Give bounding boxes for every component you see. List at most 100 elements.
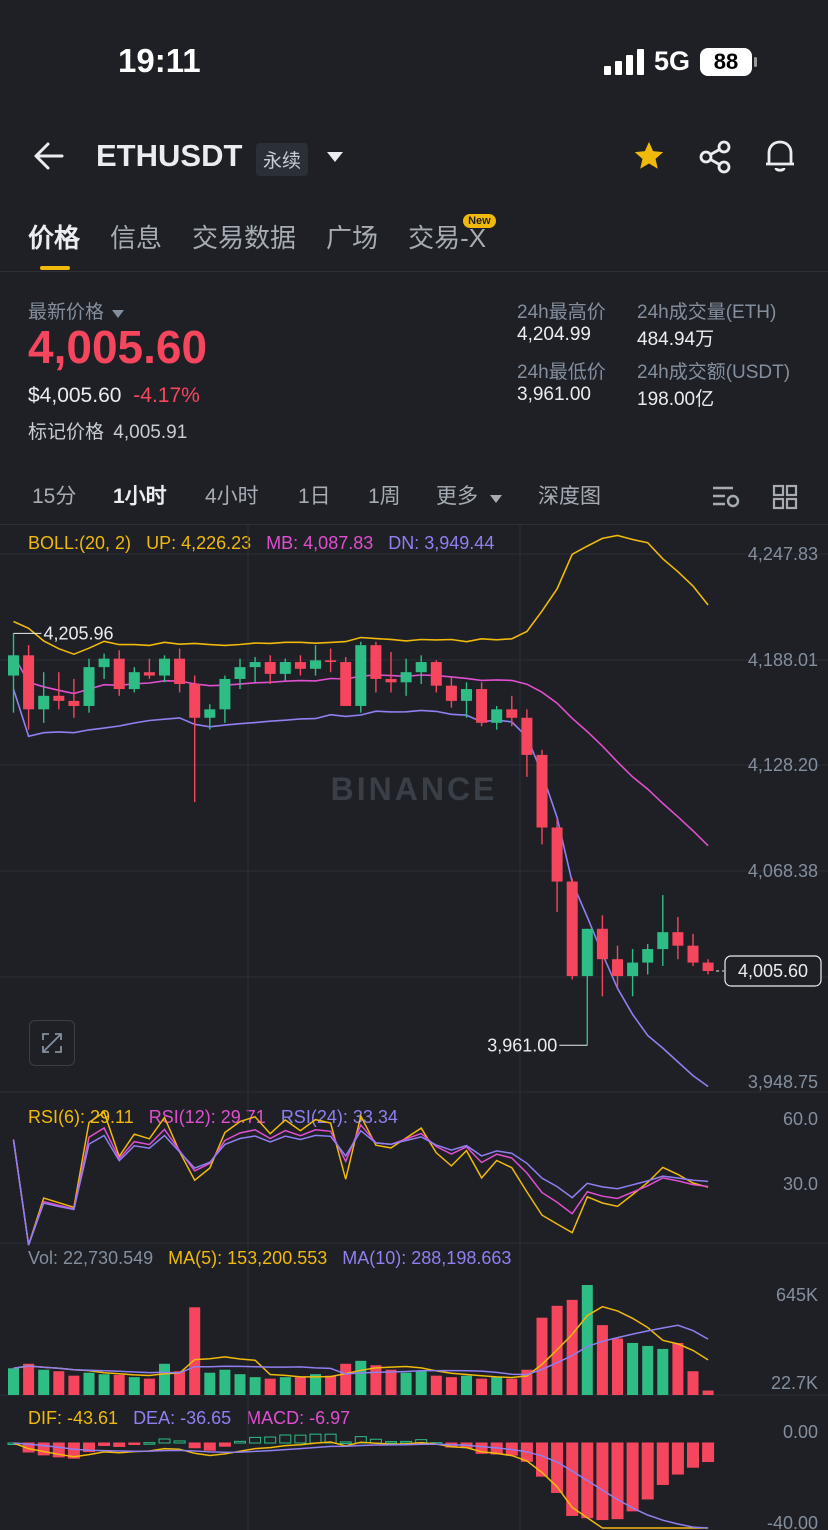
rsi-tick-label: 30.0 (783, 1174, 818, 1194)
interval-depth[interactable]: 深度图 (538, 485, 601, 508)
indicator-settings-icon[interactable] (711, 484, 741, 515)
usd-price: $4,005.60 (28, 384, 122, 407)
volume-ma5-line (13, 1305, 709, 1379)
tab-price[interactable]: 价格 (28, 223, 81, 253)
tab-trade-x-label: 交易-X (408, 223, 487, 253)
chevron-down-icon[interactable] (326, 150, 344, 168)
kline-chart[interactable]: BINANCE 4,247.83 4,188.01 4,128.20 4,068.38… (0, 525, 828, 1530)
volume-bar (38, 1369, 50, 1395)
candle-body (385, 678, 397, 683)
interval-1w[interactable]: 1周 (368, 485, 401, 508)
expand-icon (42, 1033, 62, 1053)
candle-body (174, 658, 186, 684)
volume-bar (53, 1371, 65, 1395)
tab-trade-x[interactable]: 交易-X New (408, 214, 496, 255)
macd-value: MACD: -6.97 (246, 1408, 351, 1428)
volume-bar (143, 1378, 155, 1395)
macd-histogram-bar (475, 1442, 488, 1454)
share-icon[interactable] (697, 139, 733, 180)
boll-label: BOLL:(20, 2) (28, 533, 132, 553)
max-price-label: 4,205.96 (44, 623, 114, 643)
candle-body (355, 645, 367, 706)
signal-icon (603, 48, 644, 75)
macd-histogram-bar (626, 1442, 639, 1512)
mark-price-row: 标记价格 4,005.91 (28, 417, 187, 444)
candle-body (38, 695, 50, 710)
price-tick-label: 4,188.01 (748, 650, 818, 670)
macd-dea: DEA: -36.65 (133, 1408, 232, 1428)
macd-legend[interactable]: DIF: -43.61 DEA: -36.65 MACD: -6.97 (28, 1408, 350, 1429)
interval-15m[interactable]: 15分 (32, 485, 77, 508)
candle-body (325, 660, 337, 663)
mark-price: 4,005.91 (113, 422, 188, 443)
candle-body (445, 685, 457, 701)
high-24h-value: 4,204.99 (517, 324, 591, 345)
favorite-star-icon[interactable] (632, 139, 666, 178)
candle-body (415, 662, 427, 673)
volume-bar (68, 1375, 80, 1395)
volume-bar (310, 1374, 321, 1395)
volume-bar (279, 1377, 291, 1395)
volume-bar (657, 1348, 669, 1395)
macd-histogram-bar (551, 1442, 564, 1493)
bell-icon[interactable] (763, 138, 797, 179)
candle-body (68, 700, 80, 706)
status-indicators: 5G 88 (603, 46, 757, 77)
volume-current: Vol: 22,730.549 (28, 1248, 154, 1268)
symbol-title[interactable]: ETHUSDT (96, 138, 243, 173)
candle-body (627, 962, 639, 977)
macd-histogram-bar (656, 1442, 669, 1485)
candle-body (506, 709, 518, 718)
macd-histogram-bar (234, 1440, 246, 1444)
candle-body (113, 658, 125, 690)
tab-square[interactable]: 广场 (326, 223, 379, 253)
boll-up: UP: 4,226.23 (146, 533, 252, 553)
chart-grid (0, 525, 828, 1530)
candle-body (23, 655, 35, 710)
low-24h-label: 24h最低价 (517, 362, 606, 383)
tab-info[interactable]: 信息 (110, 223, 163, 253)
macd-histogram-bar (702, 1442, 715, 1463)
volume-bar (445, 1377, 457, 1395)
candle-body (536, 754, 548, 828)
candle-body (596, 928, 608, 960)
interval-more[interactable]: 更多 (436, 480, 502, 510)
volume-bar (385, 1369, 397, 1395)
macd-histogram-bar (67, 1442, 80, 1459)
macd-histogram-bar (294, 1434, 307, 1444)
candle-body (219, 678, 231, 710)
volume-bar (83, 1372, 95, 1395)
macd-histogram-bar (339, 1441, 352, 1444)
volume-bar (672, 1342, 684, 1395)
macd-histogram-bar (596, 1442, 609, 1521)
boll-mb: MB: 4,087.83 (266, 533, 374, 553)
low-24h-value: 3,961.00 (517, 384, 591, 405)
candles (8, 633, 714, 1046)
volume-ma10-line (13, 1324, 709, 1376)
volume-bar (340, 1363, 352, 1395)
volume-eth-value: 484.94万 (637, 329, 715, 350)
volume-bar (461, 1375, 472, 1395)
boll-legend[interactable]: BOLL:(20, 2) UP: 4,226.23 MB: 4,087.83 D… (28, 533, 494, 554)
macd-dea-line (13, 1442, 709, 1529)
volume-bars (8, 1285, 714, 1395)
macd-histogram-bar (128, 1442, 141, 1445)
candle-body (430, 662, 442, 686)
rsi-legend[interactable]: RSI(6): 29.11 RSI(12): 29.71 RSI(24): 33… (28, 1107, 398, 1128)
macd-histogram-bar (671, 1442, 684, 1475)
interval-1d[interactable]: 1日 (298, 485, 331, 508)
mark-price-label: 标记价格 (28, 422, 105, 443)
layout-grid-icon[interactable] (772, 484, 798, 515)
back-arrow-icon[interactable] (30, 140, 64, 177)
tab-trading-data[interactable]: 交易数据 (192, 223, 297, 253)
fullscreen-button[interactable] (29, 1020, 75, 1066)
macd-tick-label: -40.00 (767, 1513, 818, 1530)
last-price-label: 最新价格 (28, 302, 105, 323)
candle-body (521, 717, 533, 755)
interval-4h[interactable]: 4小时 (205, 485, 259, 508)
volume-bar (400, 1372, 412, 1395)
last-price-label-group[interactable]: 最新价格 (28, 297, 125, 324)
boll-lines (12, 534, 709, 1088)
interval-1h[interactable]: 1小时 (113, 485, 167, 508)
macd-histogram-bar (22, 1442, 35, 1453)
